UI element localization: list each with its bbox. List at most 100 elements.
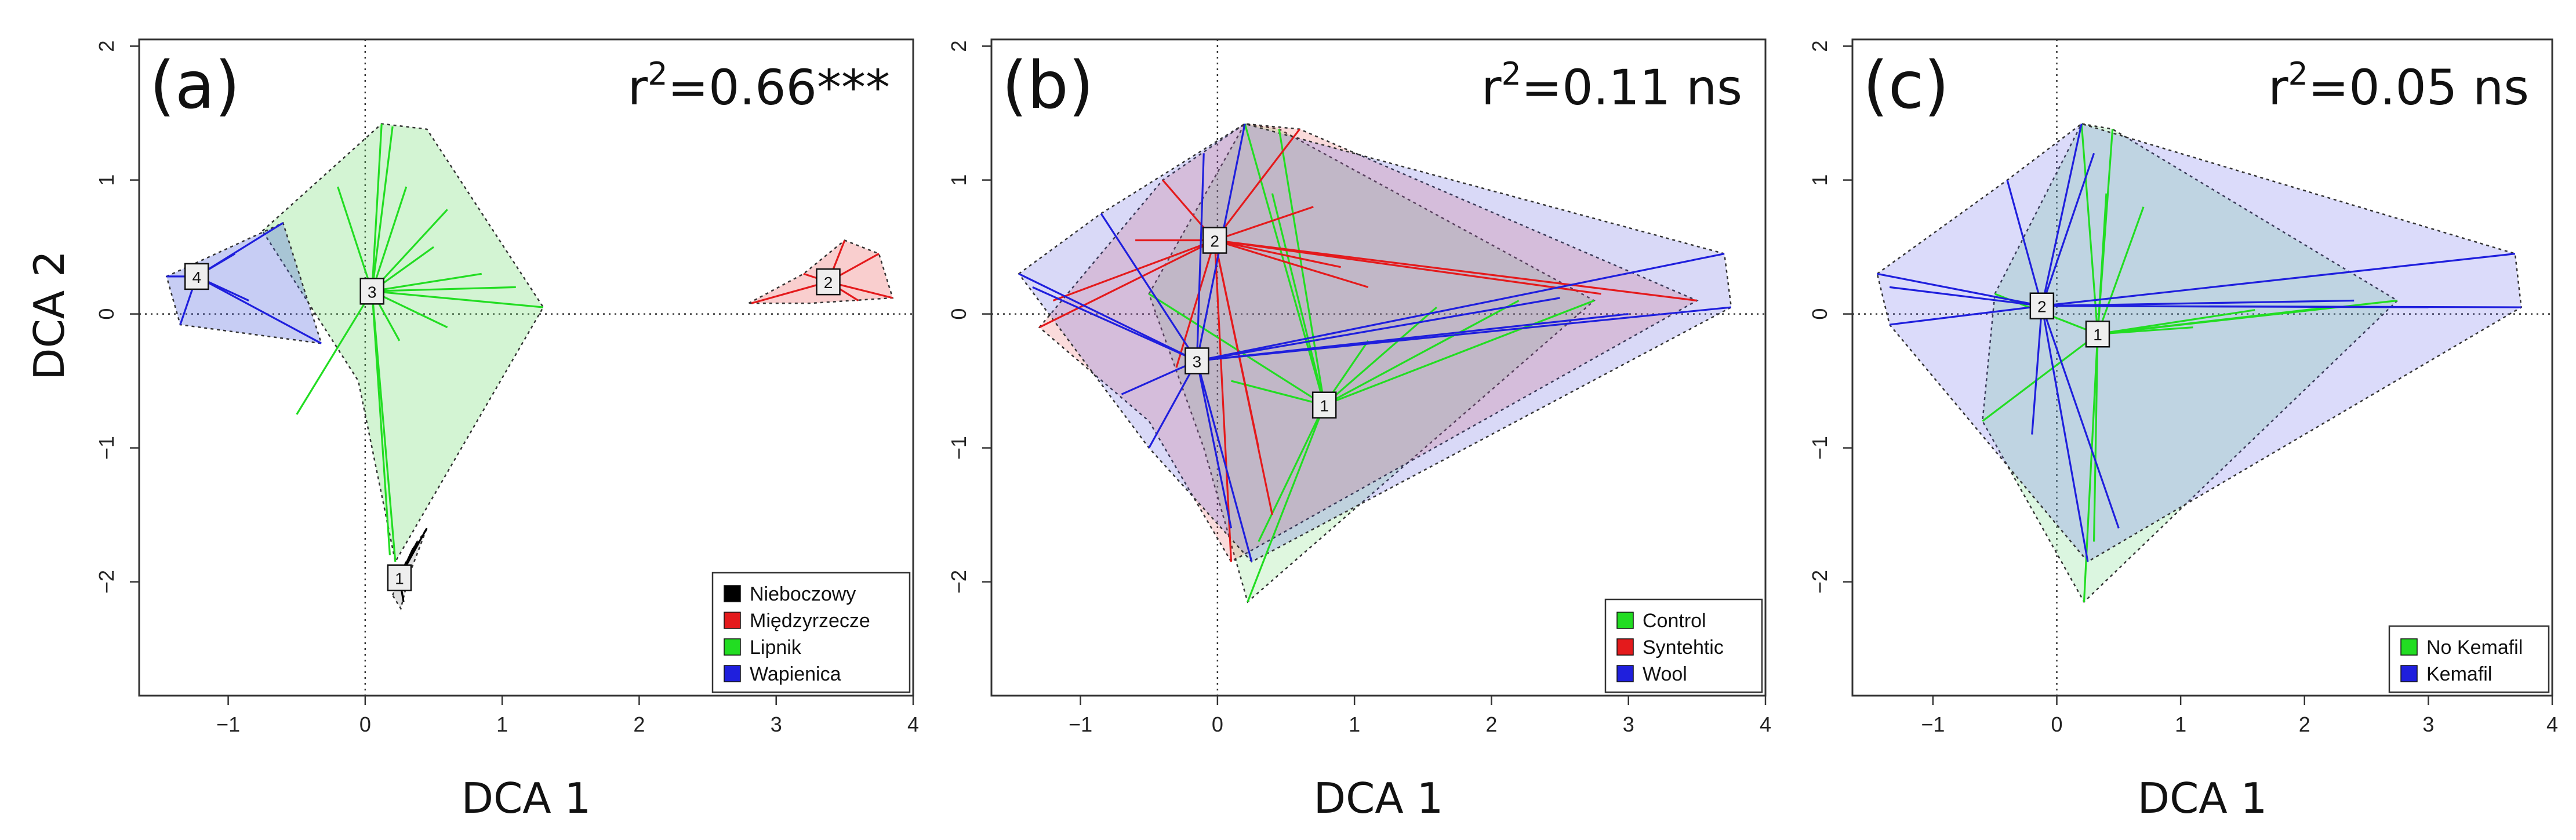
spider-line xyxy=(2041,299,2355,307)
panel-label: (c) xyxy=(1863,48,1949,123)
x-tick-label: 0 xyxy=(359,712,371,736)
x-tick-label: 1 xyxy=(496,712,508,736)
spider-line xyxy=(1196,361,1233,529)
spider-line xyxy=(1247,405,1325,602)
centroid-label: 2 xyxy=(824,274,833,292)
spider-line xyxy=(1214,206,1314,242)
x-tick-label: 3 xyxy=(1623,712,1634,736)
r-squared-annotation: r2=0.11 ns xyxy=(1481,56,1742,116)
legend: Nieboczowy Międzyrzecze Lipnik Wapienica xyxy=(711,572,911,693)
spider-line xyxy=(1196,361,1253,562)
legend-label: Wool xyxy=(1643,663,1687,685)
r-squared-annotation: r2=0.66*** xyxy=(628,56,890,116)
spider-line xyxy=(372,290,544,308)
spider-line xyxy=(1271,193,1325,406)
spider-line xyxy=(1121,359,1198,395)
spider-line xyxy=(372,272,482,292)
y-tick-label: 2 xyxy=(947,41,971,52)
spider-line xyxy=(1214,239,1341,268)
x-axis-title: DCA 1 xyxy=(462,774,591,823)
legend-swatch xyxy=(724,665,741,682)
spider-line xyxy=(2080,123,2099,334)
spider-line xyxy=(1213,128,1300,241)
r2-superscript: 2 xyxy=(2288,56,2308,92)
hull-kemafil xyxy=(1876,123,2522,563)
spider-line xyxy=(371,290,448,329)
y-tick-label: 0 xyxy=(95,308,118,320)
legend-box xyxy=(711,572,911,693)
centroid-box xyxy=(184,263,209,290)
spider-line xyxy=(1038,239,1215,329)
centroid-label: 2 xyxy=(2037,298,2047,316)
hull-wapienica xyxy=(165,221,323,344)
spider-line xyxy=(1244,123,1325,406)
x-tick-label: −1 xyxy=(1921,712,1945,736)
r2-value: =0.66*** xyxy=(668,59,890,116)
centroid-label: 3 xyxy=(1193,352,1202,370)
y-tick-label: −2 xyxy=(95,570,118,594)
centroid-box xyxy=(816,268,841,296)
spider-line xyxy=(1213,240,1233,562)
spider-line xyxy=(2041,123,2083,307)
spider-line xyxy=(1197,253,1725,362)
x-tick-label: 4 xyxy=(1760,712,1771,736)
legend-swatch xyxy=(724,585,741,602)
x-tick-label: 2 xyxy=(1485,712,1497,736)
legend-label: Międzyrzecze xyxy=(750,610,870,632)
x-tick-label: 1 xyxy=(2175,712,2186,736)
spider-line xyxy=(2041,253,2516,307)
spider-line xyxy=(296,290,373,415)
centroid-label: 1 xyxy=(1320,397,1329,415)
spider-line xyxy=(1100,213,1198,362)
spider-line xyxy=(1197,297,1560,362)
centroid-box xyxy=(359,278,384,305)
legend-label: Lipnik xyxy=(750,637,802,659)
spider-line xyxy=(2041,152,2095,307)
spider-line xyxy=(1324,299,1595,406)
x-tick-label: 0 xyxy=(2051,712,2062,736)
centroid-box xyxy=(2029,292,2055,319)
spider-line xyxy=(2097,306,2330,335)
x-tick-label: 4 xyxy=(907,712,919,736)
centroid-label: 1 xyxy=(2093,326,2102,344)
centroid-label: 4 xyxy=(192,268,201,286)
spider-line xyxy=(2097,326,2193,335)
legend-swatch xyxy=(1616,665,1634,682)
y-tick-label: 0 xyxy=(1808,308,1832,320)
spider-line xyxy=(371,209,448,292)
x-tick-label: 3 xyxy=(771,712,782,736)
spider-line xyxy=(1214,239,1369,288)
y-tick-label: −1 xyxy=(947,436,971,460)
y-tick-label: 1 xyxy=(1808,174,1832,186)
centroid-box xyxy=(387,564,412,591)
spider-line xyxy=(1258,404,1325,543)
y-tick-label: 2 xyxy=(95,41,118,52)
r2-superscript: 2 xyxy=(1502,56,1521,92)
spider-line xyxy=(751,281,829,304)
spider-line xyxy=(2041,305,2429,308)
spider-line xyxy=(2031,306,2043,435)
legend-swatch xyxy=(1616,612,1634,629)
centroid-label: 2 xyxy=(1210,232,1219,250)
x-tick-label: 0 xyxy=(1212,712,1223,736)
spider-line xyxy=(1018,272,1198,362)
legend-swatch xyxy=(724,638,741,656)
spider-line xyxy=(1148,293,1325,406)
spider-line xyxy=(2092,334,2099,542)
spider-line xyxy=(1889,305,2043,326)
spider-line xyxy=(1213,240,1260,448)
spider-line xyxy=(372,286,516,292)
spider-line xyxy=(371,123,383,292)
spider-line xyxy=(1197,313,1629,362)
y-tick-label: 2 xyxy=(1808,41,1832,52)
x-tick-label: 2 xyxy=(633,712,645,736)
r2-value: =0.05 ns xyxy=(2308,59,2529,116)
r2-prefix: r xyxy=(1481,59,1502,116)
legend-swatch xyxy=(724,612,741,629)
y-tick-label: 0 xyxy=(947,308,971,320)
spider-line xyxy=(1324,300,1520,406)
spider-line xyxy=(1889,286,2043,307)
